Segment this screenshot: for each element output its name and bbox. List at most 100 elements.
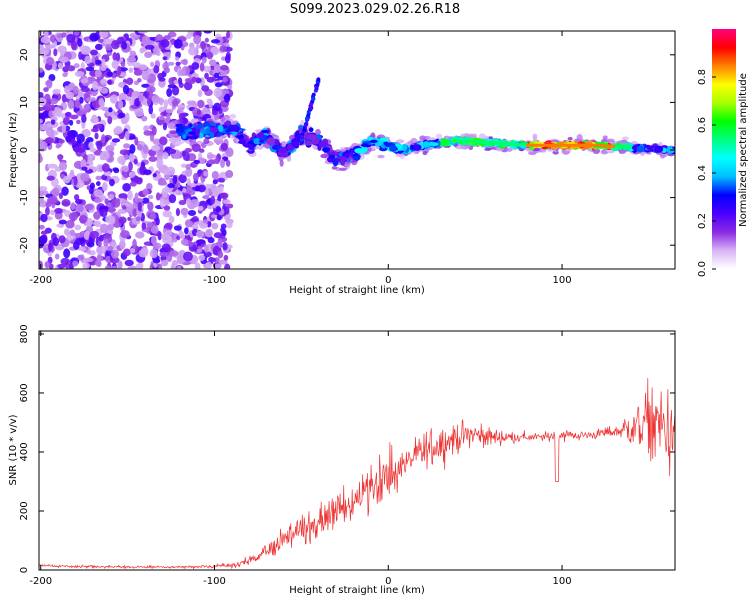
heatmap-cell bbox=[39, 112, 48, 119]
y-tick-label: 400 bbox=[19, 442, 30, 461]
heatmap-cell bbox=[128, 171, 136, 178]
heatmap-cell bbox=[90, 128, 100, 133]
heatmap-cell bbox=[98, 97, 105, 107]
heatmap-cell bbox=[451, 139, 457, 143]
heatmap-cell bbox=[176, 104, 186, 109]
heatmap-cell bbox=[118, 132, 125, 140]
heatmap-cell bbox=[143, 125, 150, 131]
heatmap-cell bbox=[163, 34, 172, 41]
heatmap-cell bbox=[117, 65, 122, 76]
heatmap-cell bbox=[206, 51, 214, 60]
heatmap-cell bbox=[435, 133, 443, 140]
heatmap-cell bbox=[209, 127, 219, 133]
heatmap-cell bbox=[148, 87, 154, 98]
heatmap-cell bbox=[135, 216, 142, 222]
heatmap-cell bbox=[123, 154, 130, 161]
heatmap-cell bbox=[96, 181, 101, 187]
heatmap-cell bbox=[109, 215, 116, 225]
heatmap-cell bbox=[90, 116, 99, 124]
heatmap-cell bbox=[39, 153, 42, 163]
heatmap-cell bbox=[121, 41, 128, 50]
heatmap-cell bbox=[361, 143, 370, 148]
heatmap-cell bbox=[266, 137, 276, 146]
heatmap-cell bbox=[58, 161, 68, 171]
heatmap-cell bbox=[57, 62, 63, 70]
heatmap-cell bbox=[369, 139, 378, 144]
heatmap-cell bbox=[54, 207, 63, 214]
heatmap-cell bbox=[243, 143, 254, 148]
heatmap-cell bbox=[167, 122, 176, 130]
heatmap-cell bbox=[143, 169, 152, 175]
heatmap-cell bbox=[145, 39, 155, 46]
heatmap-cell bbox=[95, 123, 103, 129]
heatmap-cell bbox=[55, 143, 61, 149]
heatmap-cell bbox=[225, 170, 234, 179]
heatmap-cell bbox=[220, 142, 228, 151]
heatmap-cell bbox=[85, 97, 96, 102]
heatmap-cell bbox=[40, 213, 48, 223]
heatmap-cell bbox=[129, 247, 136, 254]
heatmap-cell bbox=[128, 152, 135, 162]
heatmap-cell bbox=[80, 246, 86, 252]
heatmap-cell bbox=[58, 154, 63, 162]
heatmap-cell bbox=[262, 135, 268, 140]
heatmap-cell bbox=[50, 98, 58, 105]
heatmap-cell bbox=[182, 58, 188, 66]
heatmap-cell bbox=[83, 230, 91, 240]
heatmap-cell bbox=[132, 238, 137, 249]
heatmap-cell bbox=[352, 153, 359, 157]
heatmap-cell bbox=[201, 85, 210, 92]
heatmap-cell bbox=[206, 98, 212, 104]
heatmap-cell bbox=[191, 76, 197, 82]
heatmap-cell bbox=[63, 228, 70, 236]
heatmap-cell bbox=[74, 203, 84, 213]
heatmap-cell bbox=[354, 147, 365, 154]
heatmap-cell bbox=[189, 198, 200, 208]
heatmap-cell bbox=[210, 39, 221, 44]
heatmap-cell bbox=[182, 187, 187, 193]
heatmap-cell bbox=[158, 77, 166, 82]
heatmap-cell bbox=[39, 140, 45, 149]
heatmap-cell bbox=[213, 102, 222, 112]
heatmap-cell bbox=[107, 193, 115, 200]
heatmap-cell bbox=[39, 224, 45, 230]
heatmap-cell bbox=[111, 138, 121, 143]
heatmap-cell bbox=[39, 118, 43, 124]
heatmap-cell bbox=[164, 230, 173, 237]
heatmap-cell bbox=[134, 192, 139, 203]
heatmap-cell bbox=[75, 236, 85, 245]
heatmap-cell bbox=[191, 118, 199, 123]
heatmap-cell bbox=[129, 143, 136, 154]
heatmap-cell bbox=[44, 261, 50, 269]
heatmap-cell bbox=[57, 263, 66, 269]
heatmap-cell bbox=[163, 99, 168, 109]
heatmap-cell bbox=[191, 62, 200, 70]
heatmap-cell bbox=[124, 130, 130, 141]
heatmap-cell bbox=[222, 242, 228, 251]
heatmap-cell bbox=[220, 223, 227, 230]
heatmap-cell bbox=[117, 260, 123, 269]
heatmap-cell bbox=[77, 38, 83, 47]
heatmap-cell bbox=[204, 187, 209, 197]
heatmap-cell bbox=[58, 219, 67, 225]
heatmap-cell bbox=[150, 113, 156, 119]
heatmap-cell bbox=[79, 214, 88, 224]
heatmap-cell bbox=[666, 145, 673, 154]
heatmap-cell bbox=[60, 257, 71, 266]
heatmap-cell bbox=[340, 158, 346, 166]
heatmap-cell bbox=[152, 173, 157, 178]
heatmap-cell bbox=[119, 149, 130, 156]
heatmap-cell bbox=[39, 186, 48, 192]
heatmap-cell bbox=[163, 67, 171, 74]
heatmap-cell bbox=[180, 207, 189, 216]
heatmap-cell bbox=[410, 137, 418, 144]
heatmap-cell bbox=[175, 61, 181, 66]
heatmap-cell bbox=[93, 211, 101, 220]
heatmap-cell bbox=[188, 241, 194, 247]
heatmap-cell bbox=[122, 165, 129, 173]
heatmap-cell bbox=[89, 49, 98, 56]
heatmap-cell bbox=[114, 198, 121, 203]
heatmap-cell bbox=[45, 44, 50, 55]
heatmap-cell bbox=[428, 141, 435, 147]
heatmap-cell bbox=[377, 154, 385, 159]
